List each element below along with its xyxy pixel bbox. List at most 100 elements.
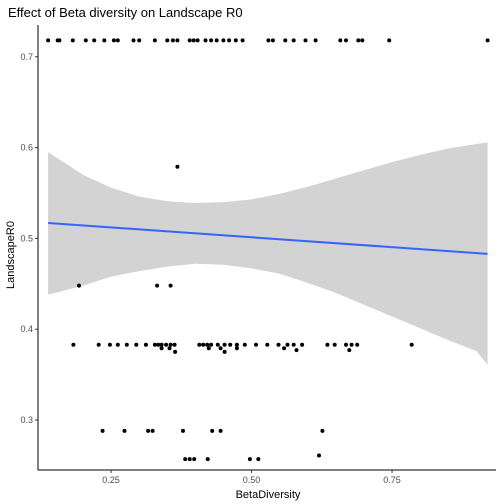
confidence-band-layer <box>48 142 488 365</box>
data-point <box>240 38 245 43</box>
data-point <box>214 38 219 43</box>
data-point <box>222 349 227 354</box>
data-point <box>92 38 97 43</box>
data-point <box>313 38 318 43</box>
data-point <box>156 342 161 347</box>
data-point <box>234 346 239 351</box>
data-point <box>77 283 81 288</box>
data-point <box>146 428 151 433</box>
data-point <box>218 428 223 433</box>
data-point <box>233 38 238 43</box>
data-point <box>46 38 51 43</box>
data-point <box>283 38 288 43</box>
data-point <box>347 348 352 353</box>
data-point <box>360 38 365 43</box>
data-point <box>222 342 227 347</box>
data-point <box>115 342 120 347</box>
axes-layer: 0.25 0.50 0.75 0.3 0.4 0.5 0.6 0.7 <box>20 25 496 485</box>
data-point <box>209 342 214 347</box>
data-point <box>270 38 275 43</box>
data-point <box>294 348 299 353</box>
data-point <box>234 342 239 347</box>
points-layer <box>46 38 490 462</box>
data-point <box>191 38 196 43</box>
data-point <box>285 342 290 347</box>
data-point <box>175 38 180 43</box>
y-axis-title: LandscapeR0 <box>5 221 17 289</box>
data-point <box>485 38 490 43</box>
data-point <box>187 457 192 462</box>
data-point <box>150 428 155 433</box>
data-point <box>325 342 330 347</box>
y-tick-label: 0.4 <box>20 324 33 334</box>
data-point <box>409 342 414 347</box>
y-tick-label: 0.3 <box>20 415 33 425</box>
data-point <box>210 428 215 433</box>
data-point <box>111 38 116 43</box>
data-point <box>173 349 178 354</box>
data-point <box>266 38 271 43</box>
data-point <box>197 342 202 347</box>
data-point <box>218 346 223 351</box>
data-point <box>254 342 258 347</box>
data-point <box>115 38 120 43</box>
data-point <box>122 428 127 433</box>
data-point <box>181 428 185 433</box>
data-point <box>70 38 75 43</box>
fit-line <box>48 221 488 255</box>
data-point <box>175 164 180 169</box>
data-point <box>317 453 321 458</box>
data-point <box>205 342 210 347</box>
data-point <box>71 342 76 347</box>
data-point <box>227 38 232 43</box>
data-point <box>152 342 157 347</box>
data-point <box>242 342 247 347</box>
data-point <box>192 457 197 462</box>
chart-title: Effect of Beta diversity on Landscape R0 <box>8 5 243 20</box>
data-point <box>215 342 220 347</box>
data-point <box>349 342 354 347</box>
data-point <box>247 457 252 462</box>
data-point <box>221 38 226 43</box>
data-point <box>137 38 142 43</box>
data-point <box>168 342 173 347</box>
data-point <box>344 38 348 43</box>
x-tick-label: 0.25 <box>102 475 120 485</box>
y-tick-label: 0.6 <box>20 143 33 153</box>
data-point <box>167 346 172 351</box>
data-point <box>143 342 148 347</box>
data-point <box>168 283 173 288</box>
data-point <box>256 457 261 462</box>
data-point <box>206 346 211 351</box>
data-point <box>355 342 360 347</box>
data-point <box>203 38 208 43</box>
data-point <box>159 342 164 347</box>
fit-line-layer <box>48 221 488 255</box>
data-point <box>170 38 175 43</box>
data-point <box>131 38 136 43</box>
data-point <box>124 342 129 347</box>
x-tick-label: 0.75 <box>383 475 401 485</box>
data-point <box>152 38 157 43</box>
data-point <box>276 342 281 347</box>
data-point <box>183 457 188 462</box>
data-point <box>107 342 112 347</box>
data-point <box>187 38 192 43</box>
data-point <box>195 38 200 43</box>
data-point <box>164 342 169 347</box>
data-point <box>228 342 233 347</box>
data-point <box>291 342 296 347</box>
data-point <box>205 457 210 462</box>
data-point <box>332 342 337 347</box>
data-point <box>134 342 139 347</box>
data-point <box>265 342 270 347</box>
confidence-band <box>48 142 488 365</box>
data-point <box>344 342 348 347</box>
data-point <box>303 38 308 43</box>
data-point <box>96 342 101 347</box>
data-point <box>201 342 206 347</box>
data-point <box>387 38 392 43</box>
data-point <box>100 428 105 433</box>
data-point <box>338 38 343 43</box>
